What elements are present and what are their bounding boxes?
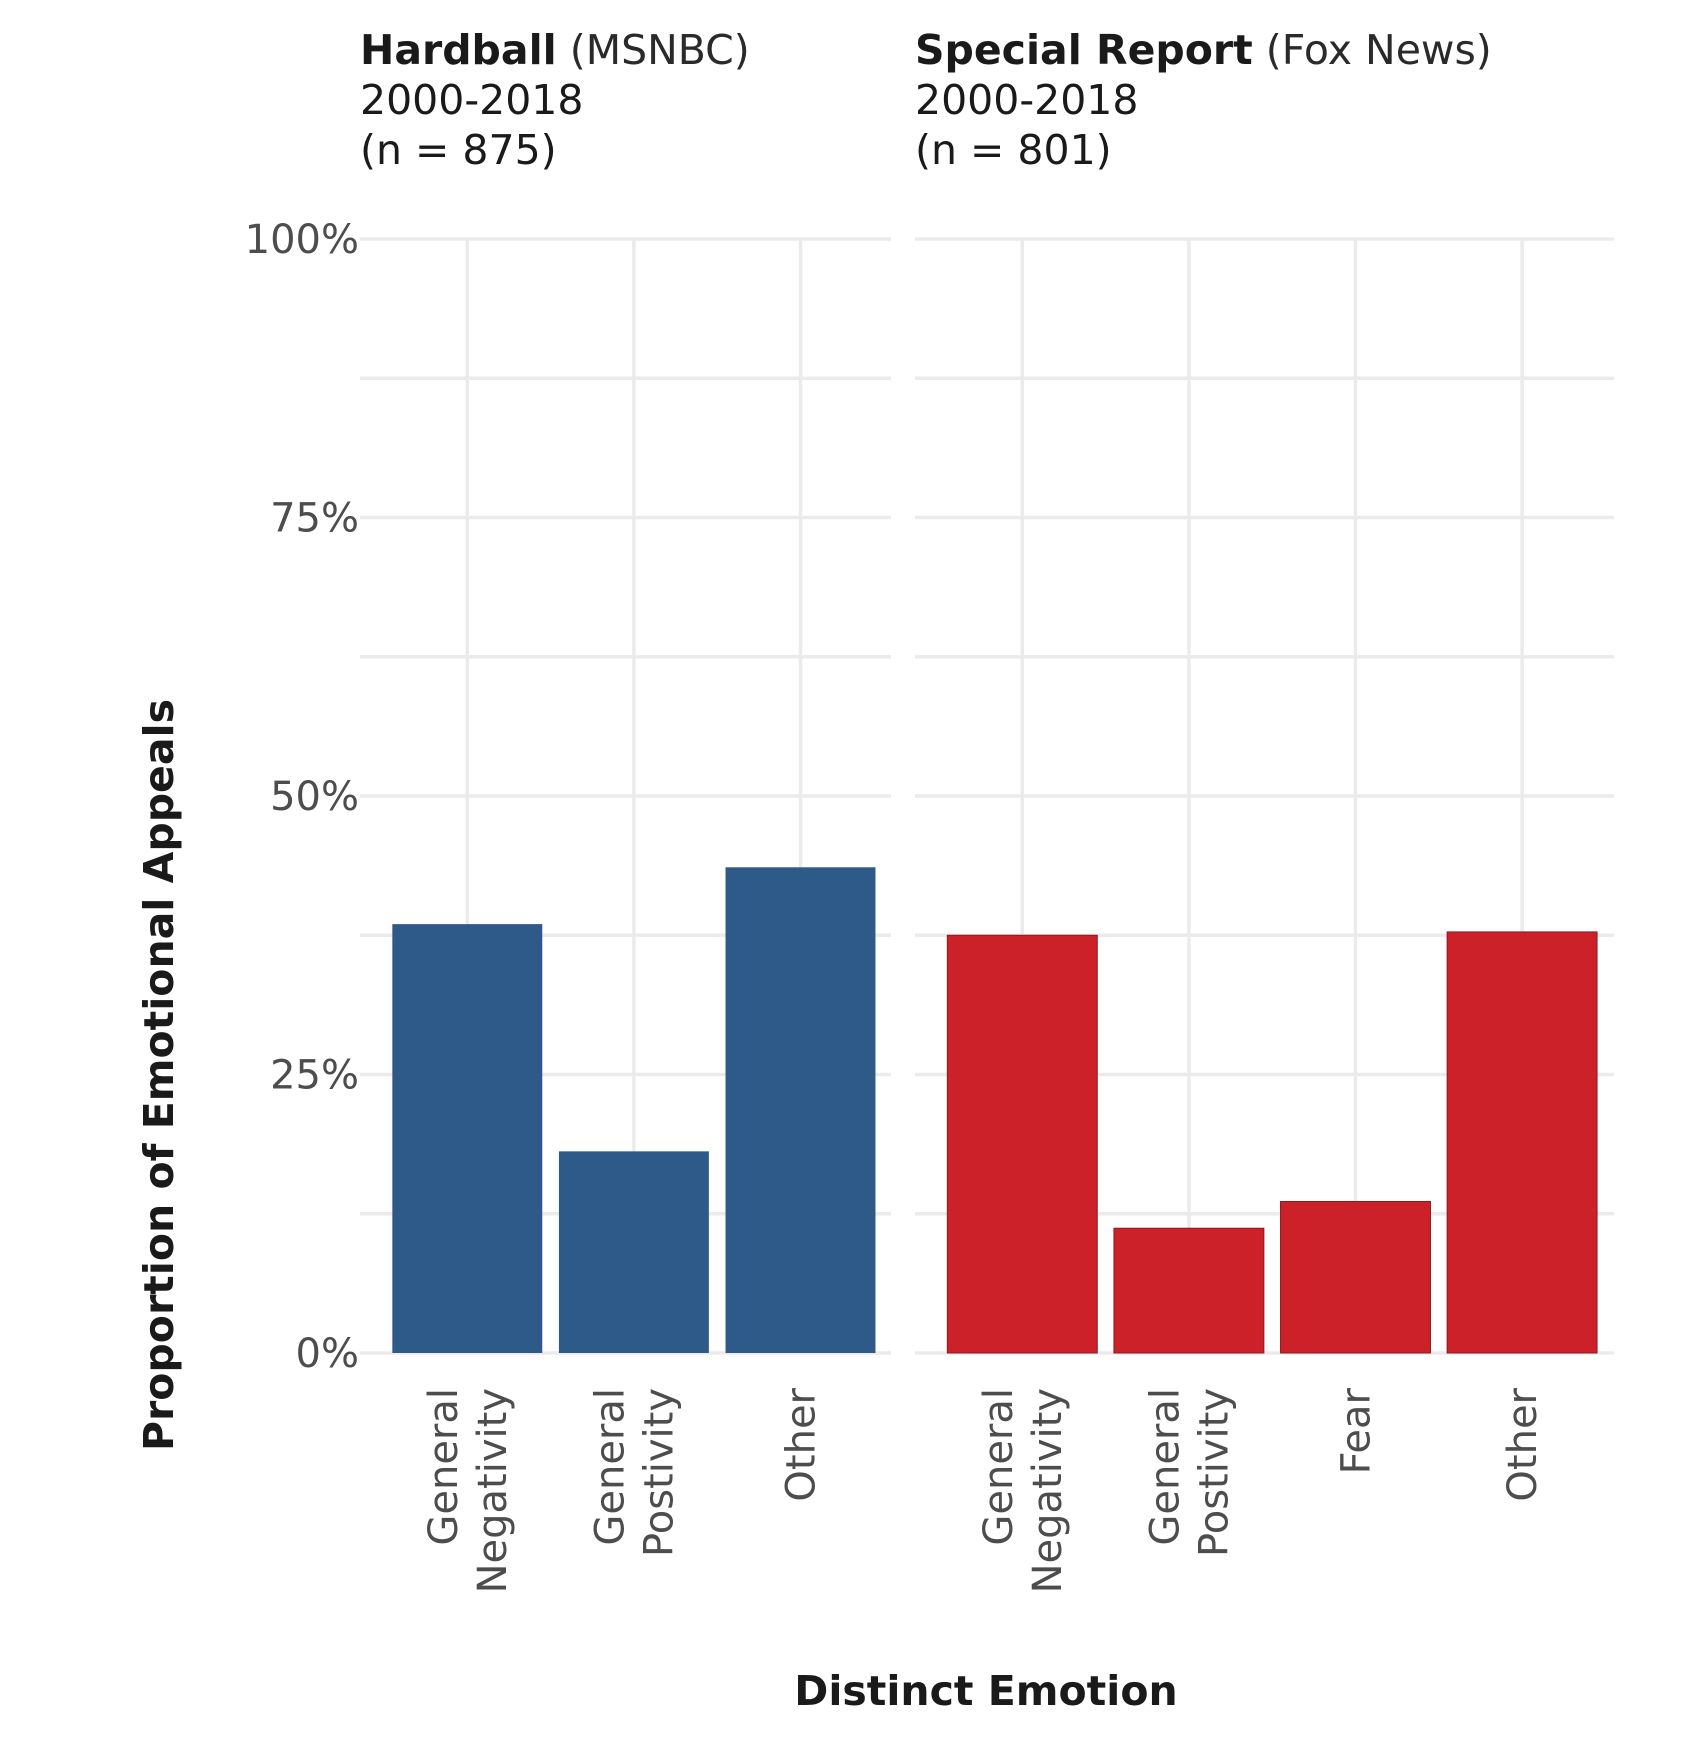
bar — [1280, 1200, 1431, 1354]
x-axis-title: Distinct Emotion — [794, 1667, 1177, 1715]
x-tick-label-line: General — [421, 1388, 467, 1546]
x-tick-label-line: General — [976, 1388, 1022, 1546]
x-tick-label-line: Postivity — [636, 1388, 682, 1557]
facet-titles: Hardball (MSNBC)2000-2018(n = 875)Specia… — [360, 26, 1492, 174]
x-tick-label: General Postivity — [1142, 1388, 1237, 1557]
x-tick-label-line: Negativity — [470, 1388, 516, 1593]
facet-title-line1: Hardball (MSNBC) — [360, 26, 750, 74]
facet-title-line3: (n = 801) — [915, 126, 1112, 174]
y-tick-label: 25% — [270, 1053, 359, 1099]
bars — [392, 867, 1598, 1354]
x-tick-label-line: General — [1142, 1388, 1188, 1546]
bar — [725, 867, 876, 1353]
y-tick-label: 75% — [270, 496, 359, 542]
facet-title-line2: 2000-2018 — [360, 76, 583, 124]
y-axis-title: Proportion of Emotional Appeals — [135, 699, 183, 1451]
facet-title-program: Hardball — [360, 26, 557, 74]
x-tick-label: Fear — [1334, 1387, 1380, 1474]
bar — [946, 934, 1098, 1354]
y-tick-label: 50% — [270, 774, 359, 820]
x-tick-label: Other — [1500, 1387, 1546, 1501]
x-tick-label-line: Other — [1500, 1387, 1546, 1501]
facet-title-network: (MSNBC) — [557, 26, 750, 74]
x-tick-label-line: Fear — [1334, 1387, 1380, 1474]
x-tick-label: General Negativity — [421, 1388, 516, 1593]
x-tick-label: General Postivity — [587, 1388, 682, 1557]
x-tick-label: General Negativity — [976, 1388, 1071, 1593]
facet-title-line1: Special Report (Fox News) — [915, 26, 1492, 74]
bar — [392, 924, 543, 1353]
bar — [1446, 931, 1598, 1354]
x-tick-label-line: General — [587, 1388, 633, 1546]
y-tick-label: 100% — [245, 217, 359, 263]
facet-title-network: (Fox News) — [1253, 26, 1492, 74]
facet-title-program: Special Report — [915, 26, 1253, 74]
x-tick-label: Other — [779, 1387, 825, 1501]
bar — [1113, 1227, 1265, 1354]
x-tick-label-line: Negativity — [1025, 1388, 1071, 1593]
bar — [558, 1151, 709, 1353]
x-tick-label-line: Postivity — [1191, 1388, 1237, 1557]
y-tick-label: 0% — [296, 1331, 359, 1377]
x-axis-tick-labels: General Negativity General Postivity Other Ge… — [421, 1387, 1546, 1593]
y-axis-tick-labels: 0% 25% 50% 75% 100% — [245, 217, 359, 1377]
facet-title-line2: 2000-2018 — [915, 76, 1138, 124]
facet-title-line3: (n = 875) — [360, 126, 557, 174]
x-tick-label-line: Other — [779, 1387, 825, 1501]
